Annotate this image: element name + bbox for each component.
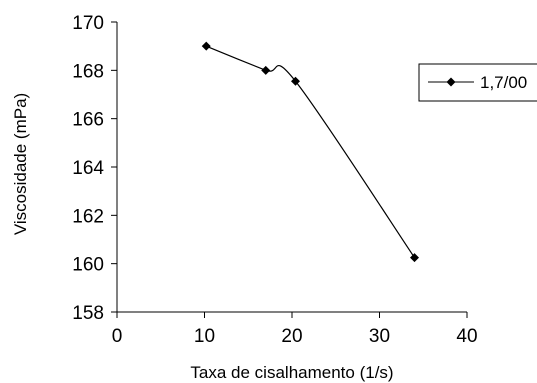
series-layer: [201, 41, 419, 263]
y-tick-label: 160: [72, 255, 104, 276]
x-axis-title: Taxa de cisalhamento (1/s): [190, 363, 393, 382]
x-tick-label: 0: [112, 326, 123, 347]
data-point-diamond: [291, 76, 300, 86]
y-tick-label: 168: [72, 61, 104, 82]
y-tick-label: 162: [72, 206, 104, 227]
x-tick-label: 20: [281, 326, 302, 347]
y-ticks: 158 160 162 164 166 168 170: [72, 13, 117, 324]
y-axis-title: Viscosidade (mPa): [11, 93, 30, 235]
y-tick-label: 170: [72, 13, 104, 34]
series-line: [206, 45, 415, 258]
x-tick-label: 30: [369, 326, 390, 347]
y-tick-label: 158: [72, 303, 104, 324]
data-point-diamond: [261, 65, 271, 75]
x-tick-label: 40: [456, 326, 477, 347]
legend-marker-diamond: [446, 77, 456, 87]
x-tick-label: 10: [194, 326, 215, 347]
legend-series-label: 1,7/00: [480, 73, 527, 92]
y-tick-label: 164: [72, 158, 104, 179]
y-tick-label: 166: [72, 110, 104, 131]
data-point-diamond: [410, 253, 419, 263]
data-point-diamond: [201, 41, 211, 51]
x-ticks: 0 10 20 30 40: [112, 312, 478, 347]
legend: 1,7/00: [418, 63, 537, 102]
